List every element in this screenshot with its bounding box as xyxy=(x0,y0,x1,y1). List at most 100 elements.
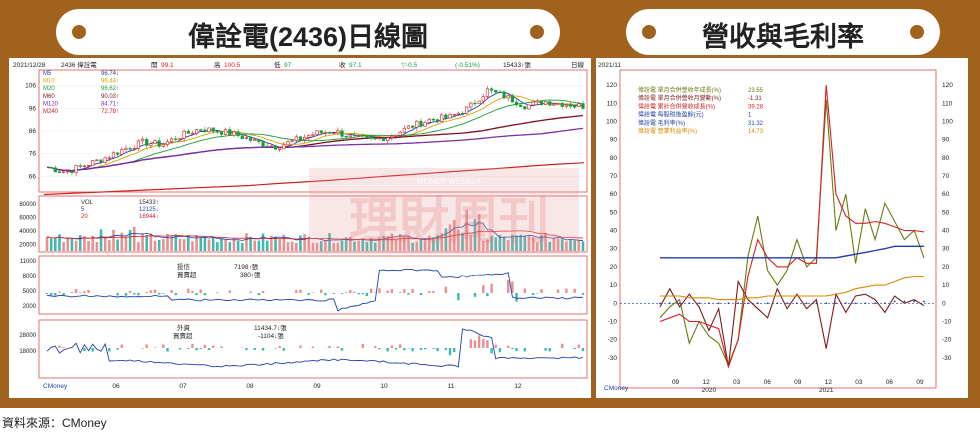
trust-bar xyxy=(162,293,165,294)
series-line xyxy=(660,275,924,301)
eps-point xyxy=(688,302,691,305)
foreign-bar xyxy=(187,348,190,349)
foreign-bar xyxy=(191,343,194,348)
candle-body xyxy=(498,91,502,94)
candle-body xyxy=(336,130,340,134)
left-title: 偉詮電(2436)日線圖 xyxy=(187,22,429,52)
candle-body xyxy=(124,148,128,150)
trust-bar xyxy=(540,289,543,293)
candle-body xyxy=(357,134,361,137)
foreign-bar xyxy=(203,344,207,348)
source-note: 資料來源：CMoney xyxy=(2,416,107,430)
y-tick-label-left: 20 xyxy=(610,264,618,271)
volume-bar xyxy=(245,233,248,251)
foreign-bar xyxy=(432,348,435,349)
y-tick-label-right: 120 xyxy=(942,82,953,89)
foreign-bar xyxy=(577,344,581,348)
year-label: 2021 xyxy=(819,387,834,394)
legend-value: 14.73 xyxy=(748,129,764,135)
volume-bar xyxy=(95,241,99,251)
volume-bar xyxy=(403,236,406,251)
volume-bar xyxy=(577,240,581,251)
volume-bar xyxy=(369,238,373,251)
candle-body xyxy=(248,137,253,141)
volume-bar xyxy=(70,238,74,251)
candle-body xyxy=(82,165,86,168)
volume-bar xyxy=(315,242,319,251)
volume-bar xyxy=(332,242,335,251)
candle-body xyxy=(435,119,440,122)
volume-bar xyxy=(199,237,203,251)
y-tick-label-left: 60 xyxy=(610,191,618,198)
volume-bar xyxy=(319,241,323,251)
trust-bar xyxy=(79,292,82,293)
foreign-bar xyxy=(178,348,182,350)
trust-bar xyxy=(531,293,535,295)
foreign-tick-label: 18000 xyxy=(19,349,36,355)
volume-bar xyxy=(166,233,169,251)
foreign-bar xyxy=(220,346,223,348)
info-stock: 2436 偉詮電 xyxy=(61,60,97,69)
candle-body xyxy=(394,135,398,137)
foreign-bar xyxy=(278,345,281,348)
candle-body xyxy=(440,114,444,122)
trust-value: 7198↑張 xyxy=(234,263,259,271)
volume-bar xyxy=(211,236,215,251)
volume-bar xyxy=(157,239,161,251)
foreign-bar xyxy=(141,348,144,349)
info-close: 97.1 xyxy=(349,62,362,69)
candle-body xyxy=(373,137,377,140)
foreign-bar xyxy=(403,348,406,351)
volume-bar xyxy=(498,234,502,251)
trust-bar xyxy=(49,293,53,296)
volume-bar xyxy=(153,240,157,251)
watermark-text: MONEY WEEKLY xyxy=(417,177,482,186)
candle-body xyxy=(278,148,282,151)
y-tick-label-left: -10 xyxy=(608,318,618,325)
y-tick-label-right: 70 xyxy=(942,173,950,180)
foreign-bar xyxy=(469,339,473,348)
candle-body xyxy=(240,135,244,140)
eps-point xyxy=(698,302,701,305)
volume-tick-label: 60000 xyxy=(19,216,36,222)
volume-bar xyxy=(141,233,144,251)
candle-body xyxy=(290,140,294,142)
legend-name: 偉詮電 營業利益率(%) xyxy=(638,127,697,135)
candle-body xyxy=(323,132,327,134)
trust-bar xyxy=(349,290,352,293)
candle-body xyxy=(232,131,236,136)
trust-bar xyxy=(332,293,335,294)
volume-bar xyxy=(353,241,356,251)
ma-legend-name: M20 xyxy=(43,86,55,92)
series-line xyxy=(659,279,925,367)
volume-bar xyxy=(573,240,576,251)
candle-body xyxy=(481,96,485,102)
volume-bar xyxy=(556,238,560,251)
trust-bar xyxy=(70,292,74,293)
foreign-bar xyxy=(153,347,157,348)
ma-legend-value: 96.74↓ xyxy=(101,71,119,77)
candle-body xyxy=(145,138,149,146)
volume-bar xyxy=(390,233,394,251)
trust-bar xyxy=(249,291,252,293)
candle-body xyxy=(381,137,386,141)
ma-line xyxy=(46,127,584,172)
y-tick-label-right: 40 xyxy=(942,228,950,235)
candle-body xyxy=(473,102,477,105)
volume-bar xyxy=(378,237,381,251)
candle-body xyxy=(411,125,415,128)
candle-body xyxy=(107,157,111,159)
watermark-cn-small: 理財周刊 xyxy=(459,269,487,278)
trust-label: 投信 xyxy=(177,262,191,271)
candle-body xyxy=(489,88,494,91)
candle-body xyxy=(332,132,336,134)
volume-bar xyxy=(282,234,286,251)
trust-bar xyxy=(307,293,310,295)
month-tick-label: 10 xyxy=(380,383,388,390)
ma-legend-value: 90.03↑ xyxy=(101,94,119,100)
foreign-bar xyxy=(299,345,302,348)
trust-bar xyxy=(58,291,61,293)
trust-bar xyxy=(403,289,406,293)
candle-body xyxy=(132,148,136,150)
